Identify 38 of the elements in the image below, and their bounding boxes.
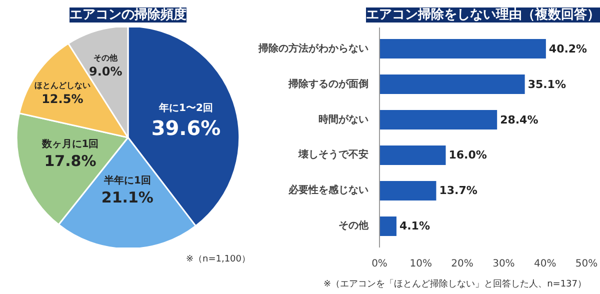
slice-label: ほとんどしない [34,81,90,90]
slice-label: 半年に1回 [102,174,151,186]
text: ※（n=1,100） [186,254,251,264]
x-tick-label: 10% [410,258,432,270]
y-tick-label: 必要性を感じない [288,184,368,196]
slice-label: その他 [94,53,119,62]
x-tick-label: 40% [534,258,556,270]
x-tick-label: 20% [451,258,474,270]
data-label: 21.1% [101,188,154,206]
data-label: 35.1% [528,78,566,91]
data-label: 9.0% [88,64,122,78]
chart-title: エアコン掃除をしない理由（複数回答） [366,6,600,22]
bar [380,39,546,59]
y-tick-label: 壊しそうで不安 [298,148,368,161]
y-tick-label: 掃除するのが面倒 [288,78,368,90]
data-label: 17.8% [44,152,96,170]
y-tick-label: 掃除の方法がわからない [258,42,368,54]
data-label: 13.7% [439,184,478,198]
y-tick-label: その他 [338,220,370,232]
data-label: 4.1% [399,220,430,233]
data-label: 12.5% [42,92,84,106]
slice-label: 数ヶ月に1回 [40,138,99,150]
text: ※（エアコンを「ほとんど掃除しない」と回答した人、n=137） [324,278,587,290]
y-tick-label: 時間がない [318,113,368,126]
data-label: 16.0% [448,148,487,162]
bar [380,110,498,130]
data-label: 39.6% [151,116,221,140]
x-tick-label: 30% [492,258,515,270]
chart-title: エアコンの掃除頻度 [70,6,186,22]
data-label: 28.4% [500,113,538,126]
slice-label: 年に1〜2回 [158,102,213,114]
bar [380,145,446,165]
x-tick-label: 50% [575,258,598,270]
x-tick-label: 0% [372,258,388,270]
data-label: 40.2% [548,42,588,56]
bar [380,216,396,236]
bar [380,180,436,200]
bar [380,74,525,94]
